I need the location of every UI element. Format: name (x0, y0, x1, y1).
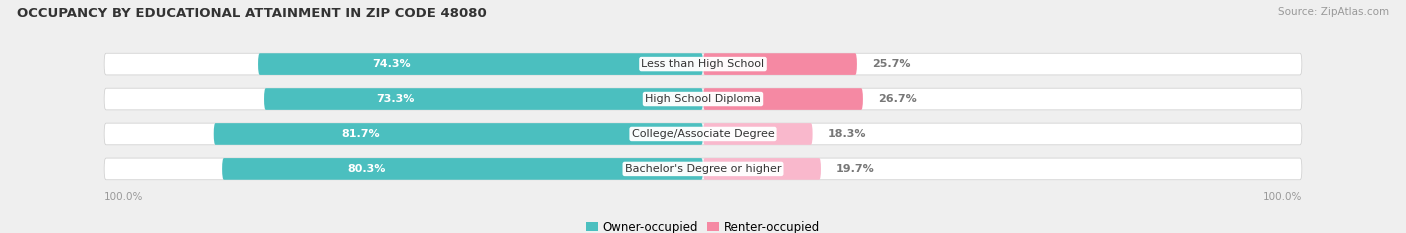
Text: 80.3%: 80.3% (347, 164, 385, 174)
Text: College/Associate Degree: College/Associate Degree (631, 129, 775, 139)
FancyBboxPatch shape (104, 88, 1302, 110)
FancyBboxPatch shape (222, 158, 703, 180)
FancyBboxPatch shape (703, 88, 863, 110)
FancyBboxPatch shape (104, 53, 1302, 75)
Legend: Owner-occupied, Renter-occupied: Owner-occupied, Renter-occupied (586, 221, 820, 233)
FancyBboxPatch shape (703, 53, 856, 75)
Text: Source: ZipAtlas.com: Source: ZipAtlas.com (1278, 7, 1389, 17)
FancyBboxPatch shape (264, 88, 703, 110)
Text: 73.3%: 73.3% (377, 94, 415, 104)
Text: High School Diploma: High School Diploma (645, 94, 761, 104)
Text: Bachelor's Degree or higher: Bachelor's Degree or higher (624, 164, 782, 174)
FancyBboxPatch shape (104, 158, 1302, 180)
Text: 74.3%: 74.3% (373, 59, 411, 69)
Text: 81.7%: 81.7% (342, 129, 380, 139)
FancyBboxPatch shape (104, 123, 1302, 145)
FancyBboxPatch shape (703, 123, 813, 145)
Text: 100.0%: 100.0% (104, 192, 143, 202)
Text: 26.7%: 26.7% (877, 94, 917, 104)
Text: 25.7%: 25.7% (872, 59, 910, 69)
FancyBboxPatch shape (214, 123, 703, 145)
Text: 18.3%: 18.3% (828, 129, 866, 139)
Text: 19.7%: 19.7% (837, 164, 875, 174)
Text: OCCUPANCY BY EDUCATIONAL ATTAINMENT IN ZIP CODE 48080: OCCUPANCY BY EDUCATIONAL ATTAINMENT IN Z… (17, 7, 486, 20)
Text: Less than High School: Less than High School (641, 59, 765, 69)
FancyBboxPatch shape (703, 158, 821, 180)
FancyBboxPatch shape (259, 53, 703, 75)
Text: 100.0%: 100.0% (1263, 192, 1302, 202)
